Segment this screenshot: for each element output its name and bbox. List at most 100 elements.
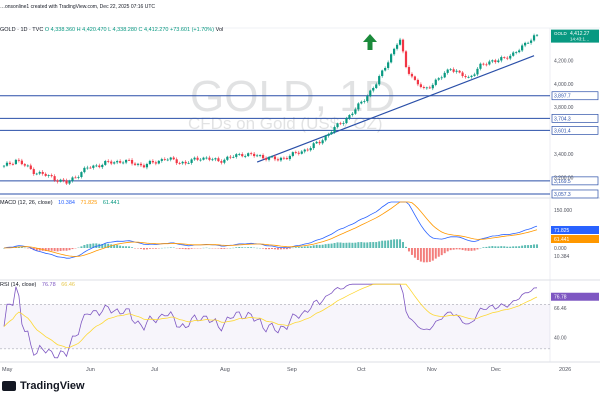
macd-histogram-bar	[184, 248, 187, 250]
candle-down	[133, 163, 137, 165]
rsi-tick: 40.00	[554, 336, 567, 342]
candle-up	[77, 177, 80, 178]
macd-histogram-bar	[122, 246, 125, 248]
macd-histogram-bar	[238, 247, 241, 248]
time-tick: Jul	[151, 367, 158, 373]
candle-up	[235, 154, 238, 157]
candle-down	[89, 167, 92, 169]
candle-down	[461, 72, 464, 77]
candle-down	[32, 169, 35, 174]
macd-histogram-bar	[181, 248, 184, 249]
candle-down	[56, 180, 59, 182]
candle-down	[151, 160, 154, 163]
macd-histogram-bar	[145, 248, 148, 250]
candle-up	[291, 152, 294, 156]
candle-up	[160, 159, 163, 161]
candle-up	[35, 173, 38, 175]
candle-up	[387, 62, 390, 68]
symbol-legend: GOLD · 1D · TVC O 4,338.360 H 4,420.470 …	[0, 27, 223, 33]
macd-histogram-bar	[300, 246, 303, 248]
candle-up	[300, 151, 303, 154]
candle-up	[309, 148, 312, 151]
candle-up	[518, 50, 521, 53]
candle-up	[2, 165, 6, 167]
rsi-value-box	[551, 292, 599, 301]
macd-histogram-bar	[125, 246, 128, 248]
candle-up	[101, 164, 104, 168]
candle-up	[122, 162, 125, 164]
candle-up	[327, 134, 330, 136]
rsi-ma-line	[3, 283, 538, 349]
candle-up	[71, 177, 74, 181]
macd-tick: 0.000	[554, 246, 567, 252]
candle-up	[312, 143, 315, 149]
macd-histogram-bar	[312, 245, 315, 248]
macd-histogram-bar	[524, 245, 527, 248]
candle-up	[363, 101, 366, 102]
macd-histogram-bar	[187, 248, 190, 250]
candle-down	[458, 70, 461, 73]
candle-up	[351, 113, 354, 116]
macd-histogram-bar	[431, 248, 434, 261]
macd-histogram-bar	[467, 248, 470, 251]
macd-histogram-bar	[47, 248, 50, 251]
candle-up	[509, 55, 512, 59]
candle-down	[139, 163, 143, 166]
level-label-box-3	[551, 126, 599, 135]
macd-histogram-bar	[279, 248, 282, 250]
macd-histogram-bar	[151, 248, 154, 249]
publisher-header: …onsonline1 created with TradingView.com…	[0, 4, 155, 10]
candle-down	[20, 160, 23, 165]
macd-histogram-bar	[461, 248, 464, 251]
candle-down	[410, 73, 414, 77]
candle-up	[500, 57, 503, 61]
candle-up	[479, 63, 482, 69]
time-tick: May	[2, 367, 13, 373]
macd-histogram-bar	[50, 248, 53, 251]
candle-up	[348, 115, 351, 119]
candle-up	[455, 70, 458, 72]
signal-last: 61.441	[554, 237, 570, 243]
macd-histogram-bar	[470, 248, 473, 251]
candle-down	[127, 159, 131, 161]
candle-up	[473, 74, 476, 76]
macd-histogram-bar	[44, 248, 47, 252]
macd-histogram-bar	[247, 247, 250, 248]
macd-histogram-bar	[363, 242, 366, 248]
rsi-last: 76.78	[554, 295, 567, 301]
candle-down	[306, 149, 309, 151]
tradingview-icon	[2, 381, 16, 391]
candle-up	[244, 155, 247, 157]
macd-histogram-bar	[518, 246, 521, 248]
candle-up	[491, 60, 494, 62]
level-label-3: 3,601.4	[554, 128, 571, 134]
macd-histogram-bar	[306, 246, 309, 248]
candle-down	[264, 158, 268, 160]
candle-up	[211, 159, 214, 161]
macd-histogram-bar	[512, 246, 515, 248]
macd-histogram-bar	[276, 248, 279, 250]
macd-histogram-bar	[297, 247, 300, 248]
macd-histogram-bar	[360, 242, 363, 248]
macd-histogram-bar	[262, 248, 265, 249]
candle-down	[62, 179, 65, 181]
candle-up	[270, 156, 274, 158]
candle-up	[14, 159, 18, 164]
macd-histogram-bar	[357, 242, 360, 248]
macd-histogram-bar	[53, 248, 56, 252]
candle-up	[357, 103, 360, 110]
candle-down	[253, 153, 256, 157]
macd-histogram-bar	[473, 248, 476, 251]
price-tick: 3,800.00	[554, 105, 574, 111]
macd-line	[3, 201, 538, 259]
rsi-ma-value: 66.46	[61, 282, 75, 288]
signal-line	[3, 201, 538, 257]
candle-up	[524, 42, 527, 46]
vol-label: Vol	[215, 27, 224, 33]
candle-up	[193, 157, 196, 160]
tradingview-logo[interactable]: TradingView	[2, 380, 85, 392]
candle-down	[178, 163, 181, 164]
candle-up	[354, 109, 357, 114]
candle-down	[464, 76, 467, 78]
